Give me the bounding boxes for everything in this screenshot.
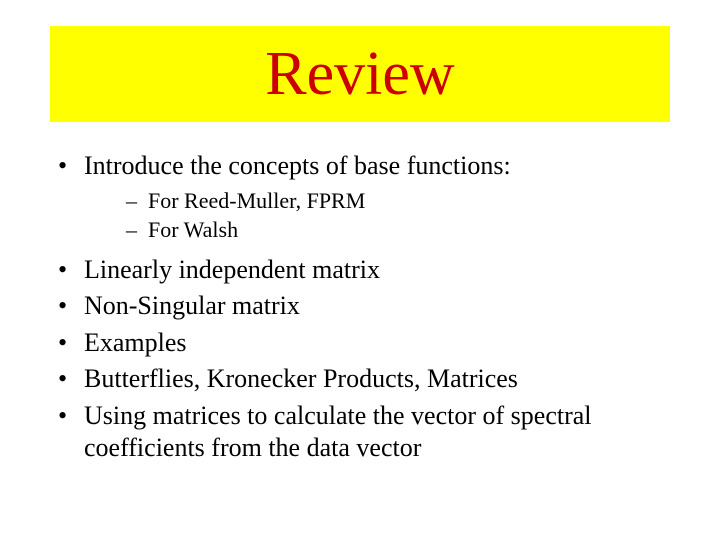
list-item: Examples [58, 327, 678, 360]
sub-bullet-text: For Walsh [148, 217, 238, 242]
list-item: Non-Singular matrix [58, 290, 678, 323]
bullet-text: Non-Singular matrix [84, 291, 300, 320]
list-item: Butterflies, Kronecker Products, Matrice… [58, 363, 678, 396]
bullet-text: Linearly independent matrix [84, 255, 380, 284]
sub-bullet-list: For Reed-Muller, FPRM For Walsh [84, 187, 678, 244]
bullet-text: Butterflies, Kronecker Products, Matrice… [84, 364, 518, 393]
list-item: Linearly independent matrix [58, 254, 678, 287]
slide: Review Introduce the concepts of base fu… [0, 0, 720, 540]
title-box: Review [50, 26, 670, 122]
bullet-text: Examples [84, 328, 187, 357]
bullet-text: Introduce the concepts of base functions… [84, 151, 511, 180]
bullet-text: Using matrices to calculate the vector o… [84, 401, 592, 463]
slide-body: Introduce the concepts of base functions… [58, 150, 678, 469]
list-item: For Walsh [126, 216, 678, 244]
slide-title: Review [265, 43, 454, 105]
list-item: Using matrices to calculate the vector o… [58, 400, 678, 465]
sub-bullet-text: For Reed-Muller, FPRM [148, 188, 365, 213]
list-item: For Reed-Muller, FPRM [126, 187, 678, 215]
list-item: Introduce the concepts of base functions… [58, 150, 678, 244]
bullet-list: Introduce the concepts of base functions… [58, 150, 678, 465]
